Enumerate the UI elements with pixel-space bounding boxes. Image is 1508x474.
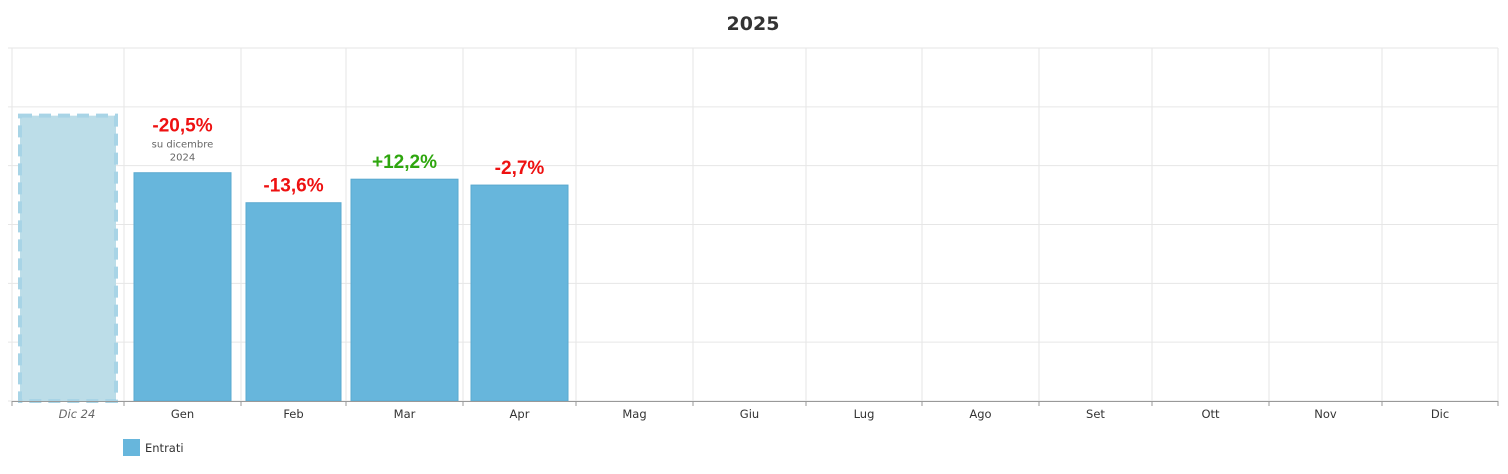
bars <box>18 113 569 404</box>
x-tick-label-ott: Ott <box>1201 407 1220 421</box>
x-tick-label-set: Set <box>1086 407 1105 421</box>
data-label-note: 2024 <box>170 153 195 164</box>
bar-gen[interactable] <box>133 172 232 402</box>
chart-title: 2025 <box>727 13 780 35</box>
x-tick-label-giu: Giu <box>740 407 759 421</box>
bar-mar[interactable] <box>350 178 459 402</box>
data-label-mar: +12,2% <box>372 152 437 173</box>
bar-previous-period[interactable] <box>18 113 118 404</box>
x-tick-label-feb: Feb <box>283 407 303 421</box>
data-labels: -20,5% su dicembre 2024 -13,6% +12,2% -2,7% <box>152 116 545 197</box>
x-tick-label-gen: Gen <box>171 407 194 421</box>
x-tick-label-mar: Mar <box>394 407 416 421</box>
x-tick-label-mag: Mag <box>622 407 646 421</box>
x-tick-label-dic: Dic <box>1431 407 1449 421</box>
data-label-gen: -20,5% <box>152 116 212 137</box>
data-label-note: su dicembre <box>152 140 214 151</box>
x-tick-label-previous: Dic 24 <box>59 407 96 421</box>
x-tick-label-nov: Nov <box>1314 407 1337 421</box>
legend[interactable]: Entrati <box>123 439 184 456</box>
x-tick-label-lug: Lug <box>854 407 875 421</box>
bar-apr[interactable] <box>470 184 569 402</box>
legend-label[interactable]: Entrati <box>145 441 184 455</box>
x-tick-label-apr: Apr <box>510 407 530 421</box>
x-axis: Dic 24 Gen Feb Mar Apr Mag Giu Lug Ago Set Ott Nov D… <box>11 401 1499 421</box>
bar-feb[interactable] <box>245 202 342 402</box>
data-label-feb: -13,6% <box>263 176 323 197</box>
data-label-apr: -2,7% <box>495 158 545 179</box>
x-tick-label-ago: Ago <box>969 407 991 421</box>
legend-swatch[interactable] <box>123 439 140 456</box>
